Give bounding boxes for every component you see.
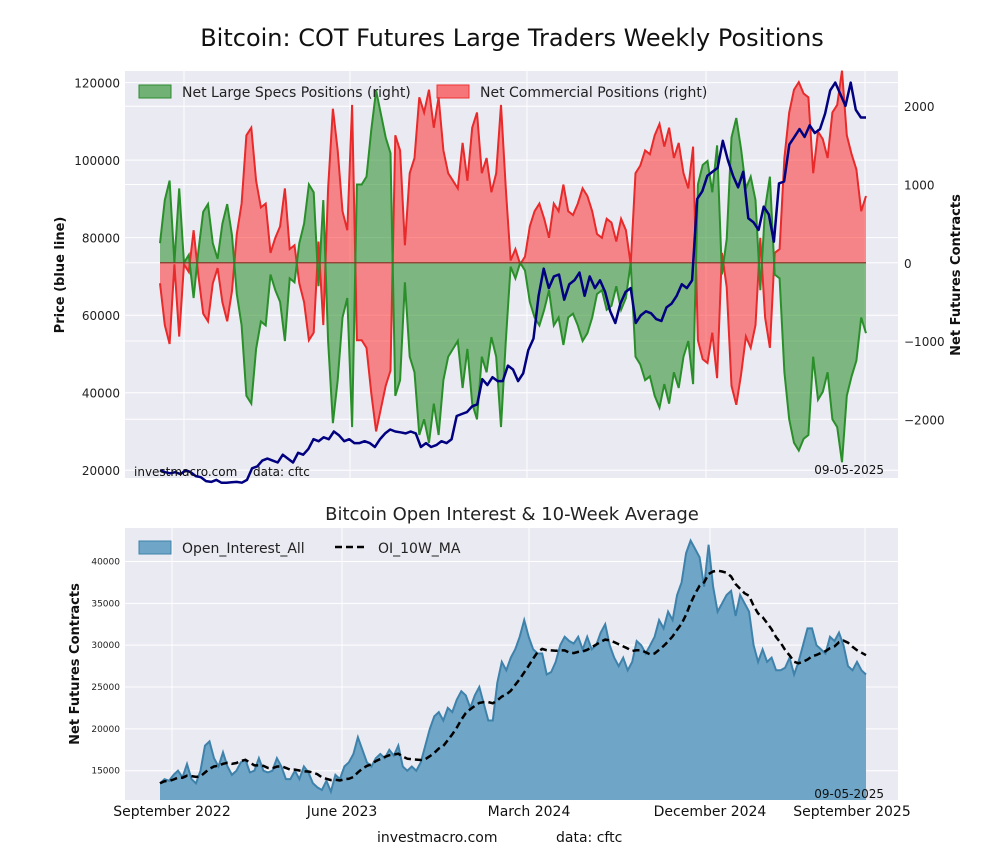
- bottom-credit-data: data: cftc: [556, 830, 622, 846]
- oi-tick-label: 35000: [91, 599, 120, 609]
- commercial-line: [159, 70, 867, 432]
- specs-area: [160, 90, 866, 463]
- top-credit-data: data: cftc: [253, 465, 310, 479]
- legend-swatch-commercial: [436, 84, 470, 99]
- top-date-label: 09-05-2025: [814, 463, 884, 477]
- price-axis-label: Price (blue line): [53, 217, 68, 334]
- commercial-area: [160, 70, 866, 432]
- oi-tick-label: 20000: [91, 725, 120, 735]
- price-tick-label: 20000: [82, 464, 120, 478]
- legend-swatch-specs: [138, 84, 172, 99]
- bottom-credit-site: investmacro.com: [377, 830, 497, 846]
- oi-axis-ticks: 15000 20000 25000 30000 35000 40000: [91, 557, 120, 776]
- legend-label-oi: Open_Interest_All: [182, 541, 305, 557]
- price-tick-label: 100000: [74, 154, 120, 168]
- net-contracts-tick-label: 1000: [904, 178, 935, 192]
- price-tick-label: 40000: [82, 387, 120, 401]
- net-contracts-tick-label: −2000: [904, 413, 945, 427]
- oi-tick-label: 25000: [91, 683, 120, 693]
- price-tick-label: 80000: [82, 232, 120, 246]
- open-interest-title: Bitcoin Open Interest & 10-Week Average: [325, 504, 699, 525]
- oi-line: [159, 538, 867, 795]
- price-tick-label: 120000: [74, 77, 120, 91]
- legend-label-commercial: Net Commercial Positions (right): [480, 85, 707, 101]
- chart-title: Bitcoin: COT Futures Large Traders Weekl…: [200, 24, 824, 52]
- oi-tick-label: 15000: [91, 767, 120, 777]
- date-tick-label: September 2022: [113, 804, 230, 820]
- net-contracts-axis-label: Net Futures Contracts: [949, 194, 964, 356]
- net-contracts-tick-label: 2000: [904, 100, 935, 114]
- bottom-legend: Open_Interest_All OI_10W_MA: [138, 540, 461, 557]
- price-axis-ticks: 20000 40000 60000 80000 100000 120000: [74, 77, 120, 479]
- legend-label-specs: Net Large Specs Positions (right): [182, 85, 411, 101]
- net-contracts-tick-label: 0: [904, 257, 912, 271]
- ma-polyline: [159, 569, 867, 785]
- top-credit-site: investmacro.com: [134, 465, 237, 479]
- date-tick-label: December 2024: [654, 804, 767, 820]
- net-contracts-axis-ticks: 2000 1000 0 −1000 −2000: [904, 100, 945, 427]
- date-tick-label: September 2025: [793, 804, 910, 820]
- date-axis-ticks: September 2022 June 2023 March 2024 Decembe…: [113, 804, 910, 820]
- specs-line: [159, 90, 867, 463]
- net-position-areas: [159, 70, 867, 463]
- net-contracts-tick-label: −1000: [904, 335, 945, 349]
- bottom-date-label: 09-05-2025: [814, 787, 884, 801]
- price-line: [159, 81, 866, 484]
- oi-tick-label: 40000: [91, 557, 120, 567]
- legend-label-ma: OI_10W_MA: [378, 541, 461, 557]
- price-tick-label: 60000: [82, 309, 120, 323]
- oi-axis-label: Net Futures Contracts: [68, 583, 83, 745]
- date-tick-label: June 2023: [306, 804, 378, 820]
- oi-tick-label: 30000: [91, 641, 120, 651]
- date-tick-label: March 2024: [488, 804, 571, 820]
- ma-line: [159, 569, 867, 785]
- legend-swatch-oi: [138, 540, 172, 555]
- price-polyline: [159, 81, 866, 484]
- top-legend: Net Large Specs Positions (right) Net Co…: [138, 84, 707, 101]
